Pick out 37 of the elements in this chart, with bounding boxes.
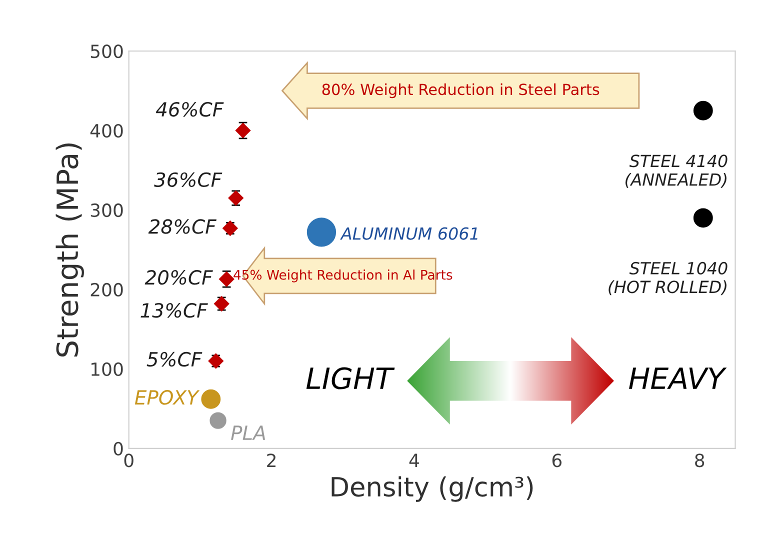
y-axis-title: Strength (MPa) <box>56 143 84 357</box>
annotation: STEEL 4140 (ANNEALED) <box>626 154 728 188</box>
point <box>306 218 336 247</box>
y-tick-label: 100 <box>92 362 123 376</box>
point <box>219 272 234 287</box>
point <box>235 122 251 138</box>
point <box>214 296 230 312</box>
point <box>201 389 221 409</box>
annotation: HEAVY <box>629 368 727 389</box>
annotation: 46%CF <box>156 102 224 117</box>
y-tick-label: 500 <box>90 44 123 58</box>
annotation: PLA <box>231 426 266 440</box>
annotation: 36%CF <box>154 172 222 188</box>
x-tick-label: 4 <box>409 454 419 467</box>
point <box>693 100 713 120</box>
x-tick-label: 6 <box>552 454 562 468</box>
annotation: STEEL 1040 (HOT ROLLED) <box>608 262 728 296</box>
point <box>210 412 226 429</box>
annotation: LIGHT <box>306 367 395 390</box>
annotation: 20%CF <box>144 270 213 285</box>
x-tick-label: 2 <box>267 454 276 467</box>
point <box>693 208 713 228</box>
annotation: 13%CF <box>140 303 208 318</box>
x-axis-title: Density (g/cm³) <box>332 476 533 502</box>
annotation: ALUMINUM 6061 <box>340 227 478 240</box>
x-tick-label: 0 <box>124 454 134 468</box>
y-tick-label: 400 <box>90 124 123 138</box>
point <box>228 190 244 206</box>
annotation: 5%CF <box>146 352 202 367</box>
y-tick-label: 200 <box>90 282 123 297</box>
point <box>208 353 224 369</box>
x-tick-label: 8 <box>695 454 704 468</box>
y-tick-label: 0 <box>114 442 123 456</box>
annotation: 28%CF <box>148 219 217 234</box>
annotation: 80% Weight Reduction in Steel Parts <box>322 83 600 98</box>
annotation: EPOXY <box>134 390 200 405</box>
y-tick-label: 300 <box>90 203 123 218</box>
